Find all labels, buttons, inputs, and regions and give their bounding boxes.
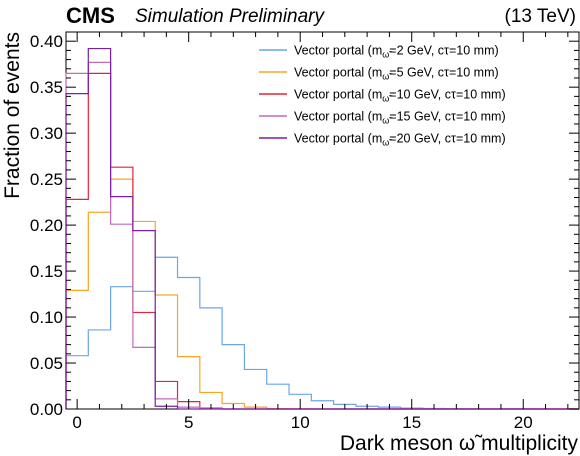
histogram-series-1 — [65, 256, 579, 410]
x-tick-label: 10 — [291, 413, 310, 432]
y-tick-label: 0.20 — [30, 216, 63, 235]
histogram-series-5 — [65, 47, 579, 410]
legend: Vector portal (mω̃=2 GeV, cτ=10 mm) Vecto… — [259, 44, 506, 148]
y-tick-label: 0.30 — [30, 124, 63, 143]
histogram-series-2 — [65, 178, 579, 410]
y-tick-label: 0.40 — [30, 32, 63, 51]
x-tick-label: 5 — [184, 413, 193, 432]
histogram-series-3 — [65, 72, 579, 410]
y-tick-label: 0.25 — [30, 170, 63, 189]
y-ticks: 0.00 0.05 0.10 0.15 0.20 0.25 0.30 0.35 0.40 — [30, 31, 579, 419]
y-tick-label: 0.10 — [30, 308, 63, 327]
x-tick-label: 15 — [402, 413, 421, 432]
legend-label-5: Vector portal (mω̃=20 GeV, cτ=10 mm) — [294, 132, 506, 148]
x-tick-label: 0 — [72, 413, 81, 432]
y-tick-label: 0.00 — [30, 400, 63, 419]
cms-label: CMS Simulation Preliminary — [66, 3, 326, 28]
legend-label-1: Vector portal (mω̃=2 GeV, cτ=10 mm) — [294, 44, 499, 60]
y-tick-label: 0.35 — [30, 78, 63, 97]
simulation-status-label: Simulation Preliminary — [135, 6, 326, 27]
x-axis-title: Dark meson ω̃ multiplicity — [340, 432, 579, 455]
x-tick-label: 20 — [514, 413, 533, 432]
y-tick-label: 0.15 — [30, 262, 63, 281]
y-tick-label: 0.05 — [30, 354, 63, 373]
cms-experiment-label: CMS — [66, 3, 115, 28]
plot-area: 0 5 10 15 20 0.00 0.05 0.10 0.15 0.20 0.25 0.30 0.3… — [30, 31, 580, 432]
legend-label-3: Vector portal (mω̃=10 GeV, cτ=10 mm) — [294, 88, 506, 104]
legend-label-2: Vector portal (mω̃=5 GeV, cτ=10 mm) — [294, 66, 499, 82]
energy-label: (13 TeV) — [505, 6, 576, 27]
legend-label-4: Vector portal (mω̃=15 GeV, cτ=10 mm) — [294, 110, 506, 126]
histogram-layer — [65, 47, 579, 410]
x-ticks: 0 5 10 15 20 — [72, 32, 569, 432]
y-axis-title: Fraction of events — [1, 32, 24, 199]
